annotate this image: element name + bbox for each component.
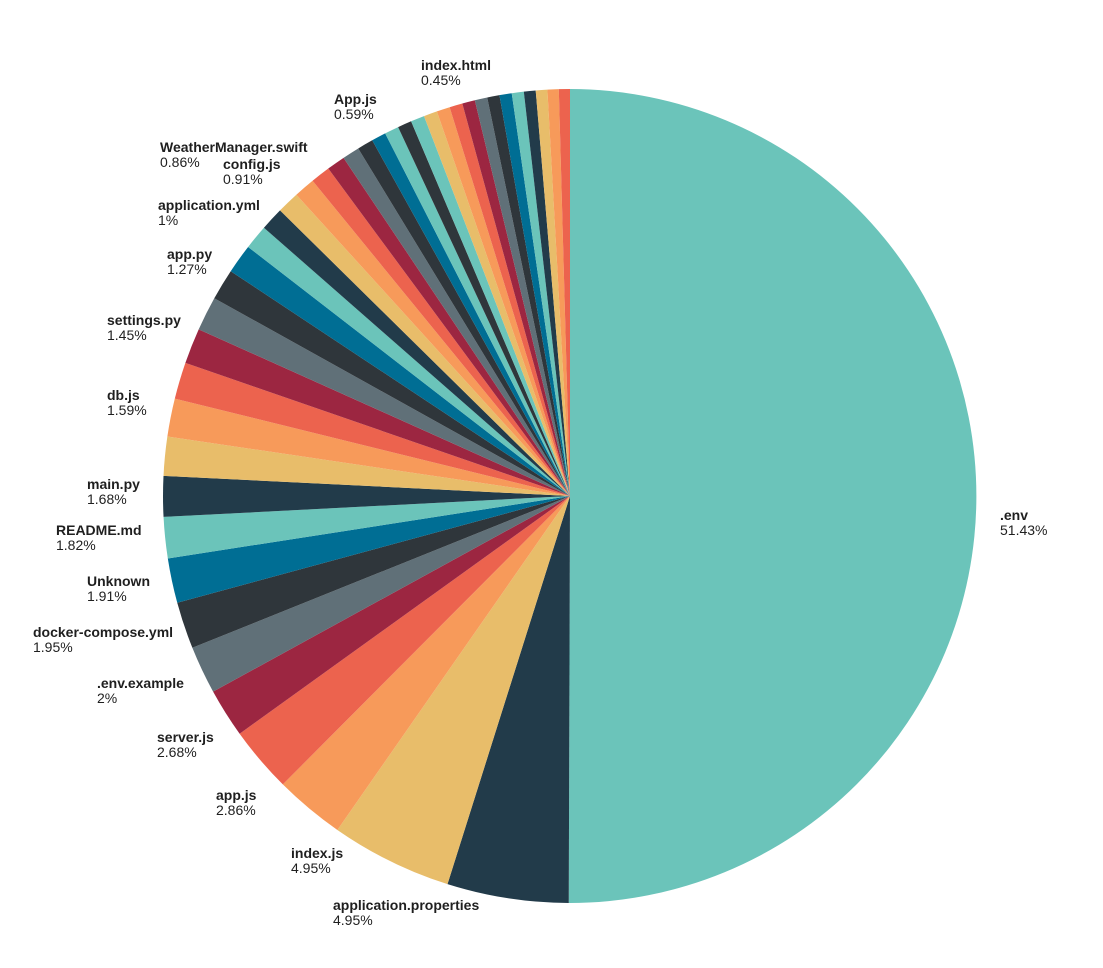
pie-slice-31	[436, 107, 570, 496]
slice-label-percent: 2.68%	[157, 744, 197, 760]
pie-slice-22	[312, 168, 570, 497]
slice-label-percent: 1.45%	[107, 327, 147, 343]
slice-label-percent: 1.27%	[167, 261, 207, 277]
slice-label-percent: 1.95%	[33, 639, 73, 655]
pie-labels: .env51.43%application.properties4.95%ind…	[33, 57, 1047, 928]
pie-slice-24	[343, 148, 570, 496]
pie-slice-29	[411, 116, 570, 496]
pie-slice-env	[568, 89, 977, 904]
slice-label-name: db.js	[107, 387, 140, 403]
pie-slice-23	[328, 157, 570, 496]
pie-slice-17	[230, 246, 570, 496]
pie-slice-settings-py	[185, 329, 570, 496]
pie-slice-19	[263, 210, 570, 497]
pie-slice-12	[167, 398, 570, 496]
pie-slices	[163, 88, 977, 904]
slice-label-percent: 1.82%	[56, 537, 96, 553]
pie-slice-35	[487, 95, 570, 496]
pie-slice-application-yml	[248, 227, 571, 497]
pie-slice-32	[449, 103, 570, 496]
pie-slice-25	[358, 140, 570, 497]
slice-label-name: .env.example	[97, 675, 184, 691]
slice-label-percent: 2%	[97, 690, 117, 706]
pie-slice-docker-compose-yml	[192, 496, 571, 692]
slice-label-percent: 0.86%	[160, 154, 200, 170]
pie-slice-env-example	[213, 496, 570, 734]
pie-slice-application-properties	[447, 496, 570, 903]
pie-slice-36	[499, 93, 570, 496]
pie-slice-13	[174, 362, 570, 496]
slice-label-name: .env	[1000, 507, 1028, 523]
pie-slice-34	[474, 97, 570, 496]
pie-slice-readme-md	[167, 496, 570, 603]
slice-label-percent: 0.59%	[334, 106, 374, 122]
slice-label-percent: 4.95%	[333, 912, 373, 928]
pie-slice-config-js	[280, 194, 570, 497]
slice-label-percent: 0.45%	[421, 72, 461, 88]
slice-label-name: index.js	[291, 845, 343, 861]
pie-slice-28	[398, 121, 570, 497]
slice-label-percent: 1.68%	[87, 491, 127, 507]
slice-label-name: server.js	[157, 729, 214, 745]
pie-slice-index-js	[337, 496, 570, 885]
slice-label-name: main.py	[87, 476, 140, 492]
slice-label-name: app.js	[216, 787, 257, 803]
slice-label-percent: 51.43%	[1000, 522, 1047, 538]
pie-slice-15	[198, 298, 570, 496]
slice-label-name: Unknown	[87, 573, 150, 589]
slice-label-name: WeatherManager.swift	[160, 139, 308, 155]
slice-label-name: App.js	[334, 91, 377, 107]
slice-label-name: settings.py	[107, 312, 181, 328]
pie-slice-server-js	[239, 496, 570, 785]
slice-label-percent: 0.91%	[223, 171, 263, 187]
slice-label-percent: 4.95%	[291, 860, 331, 876]
pie-slice-37	[511, 91, 570, 496]
pie-slice-38	[523, 90, 570, 496]
pie-slice-40	[547, 89, 570, 497]
pie-slice-27	[385, 127, 570, 496]
pie-slice-39	[535, 89, 570, 496]
pie-slice-app-js	[282, 496, 570, 830]
pie-slice-unknown	[177, 496, 570, 648]
pie-slice-app-py	[214, 271, 571, 496]
pie-slice-db-js	[163, 436, 570, 496]
pie-slice-app-js	[372, 133, 570, 496]
pie-slice-33	[462, 100, 570, 496]
slice-label-name: application.yml	[158, 197, 260, 213]
pie-slice-30	[424, 111, 570, 496]
slice-label-name: config.js	[223, 156, 281, 172]
slice-label-name: application.properties	[333, 897, 479, 913]
slice-label-name: app.py	[167, 246, 212, 262]
pie-slice-10	[163, 475, 570, 517]
slice-label-percent: 1.59%	[107, 402, 147, 418]
slice-label-percent: 1.91%	[87, 588, 127, 604]
slice-label-percent: 1%	[158, 212, 178, 228]
slice-label-name: index.html	[421, 57, 491, 73]
slice-label-percent: 2.86%	[216, 802, 256, 818]
pie-slice-weathermanager-swift	[296, 180, 570, 496]
pie-slice-index-html	[558, 88, 570, 496]
pie-slice-main-py	[163, 496, 571, 559]
slice-label-name: docker-compose.yml	[33, 624, 173, 640]
slice-label-name: README.md	[56, 522, 142, 538]
